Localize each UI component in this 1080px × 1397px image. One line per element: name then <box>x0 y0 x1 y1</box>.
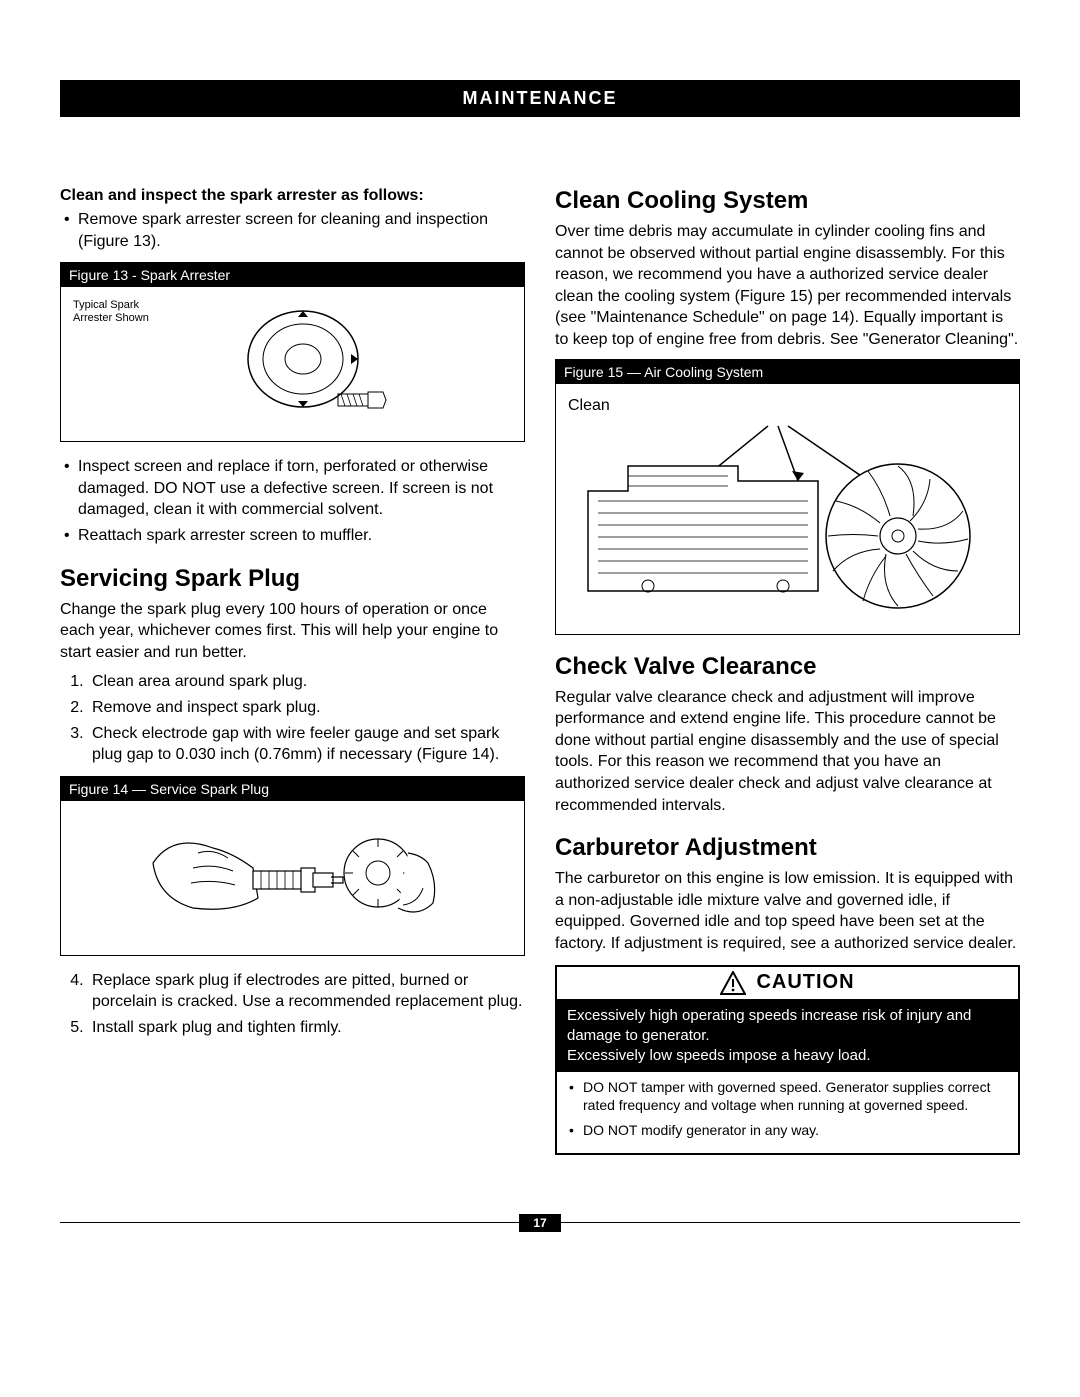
air-cooling-illustration <box>568 421 988 621</box>
check-valve-text: Regular valve clearance check and adjust… <box>555 687 1020 817</box>
spark-arrester-bullets-1: Remove spark arrester screen for cleanin… <box>60 209 525 252</box>
page-footer: 17 <box>60 1215 1020 1231</box>
spark-plug-steps-a: Clean area around spark plug. Remove and… <box>60 671 525 765</box>
caution-black-text: Excessively high operating speeds increa… <box>557 1000 1018 1073</box>
spark-arrester-bullets-2: Inspect screen and replace if torn, perf… <box>60 456 525 546</box>
list-item: DO NOT tamper with governed speed. Gener… <box>583 1078 1008 1114</box>
header-bar: MAINTENANCE <box>60 80 1020 117</box>
servicing-spark-plug-heading: Servicing Spark Plug <box>60 565 525 593</box>
figure-14-caption: Figure 14 — Service Spark Plug <box>61 777 524 801</box>
list-item: Remove spark arrester screen for cleanin… <box>78 209 525 252</box>
figure-15-caption: Figure 15 — Air Cooling System <box>556 360 1019 384</box>
caution-header: CAUTION <box>557 967 1018 1000</box>
footer-line-left <box>60 1222 519 1223</box>
carburetor-heading: Carburetor Adjustment <box>555 834 1020 862</box>
caution-bullets: DO NOT tamper with governed speed. Gener… <box>557 1072 1018 1153</box>
list-item: Check electrode gap with wire feeler gau… <box>88 723 525 766</box>
spark-arrester-illustration <box>173 299 413 429</box>
figure-14-body <box>61 801 524 955</box>
carburetor-text: The carburetor on this engine is low emi… <box>555 868 1020 954</box>
clean-cooling-heading: Clean Cooling System <box>555 187 1020 215</box>
warning-icon <box>720 971 746 995</box>
footer-line-right <box>561 1222 1020 1223</box>
figure-13-body: Typical Spark Arrester Shown <box>61 287 524 441</box>
header-title: MAINTENANCE <box>463 88 618 108</box>
list-item: Clean area around spark plug. <box>88 671 525 693</box>
figure-13: Figure 13 - Spark Arrester Typical Spark… <box>60 262 525 442</box>
page-number: 17 <box>519 1214 560 1232</box>
figure-13-caption: Figure 13 - Spark Arrester <box>61 263 524 287</box>
spark-plug-illustration <box>143 813 443 943</box>
list-item: Inspect screen and replace if torn, perf… <box>78 456 525 521</box>
right-column: Clean Cooling System Over time debris ma… <box>555 187 1020 1155</box>
figure-15-clean-label: Clean <box>568 397 610 415</box>
list-item: DO NOT modify generator in any way. <box>583 1121 1008 1139</box>
figure-14: Figure 14 — Service Spark Plug <box>60 776 525 956</box>
two-column-layout: Clean and inspect the spark arrester as … <box>60 187 1020 1155</box>
spark-arrester-intro: Clean and inspect the spark arrester as … <box>60 187 525 205</box>
list-item: Replace spark plug if electrodes are pit… <box>88 970 525 1013</box>
servicing-spark-plug-text: Change the spark plug every 100 hours of… <box>60 599 525 664</box>
list-item: Install spark plug and tighten firmly. <box>88 1017 525 1039</box>
left-column: Clean and inspect the spark arrester as … <box>60 187 525 1155</box>
figure-15-body: Clean <box>556 384 1019 634</box>
figure-13-label: Typical Spark Arrester Shown <box>73 299 163 325</box>
check-valve-heading: Check Valve Clearance <box>555 653 1020 681</box>
caution-title: CAUTION <box>756 971 854 994</box>
caution-line-1: Excessively high operating speeds increa… <box>567 1006 1008 1047</box>
spark-plug-steps-b: Replace spark plug if electrodes are pit… <box>60 970 525 1039</box>
figure-15: Figure 15 — Air Cooling System Clean <box>555 359 1020 635</box>
caution-line-2: Excessively low speeds impose a heavy lo… <box>567 1046 1008 1066</box>
clean-cooling-text: Over time debris may accumulate in cylin… <box>555 221 1020 351</box>
list-item: Reattach spark arrester screen to muffle… <box>78 525 525 547</box>
list-item: Remove and inspect spark plug. <box>88 697 525 719</box>
caution-box: CAUTION Excessively high operating speed… <box>555 965 1020 1155</box>
